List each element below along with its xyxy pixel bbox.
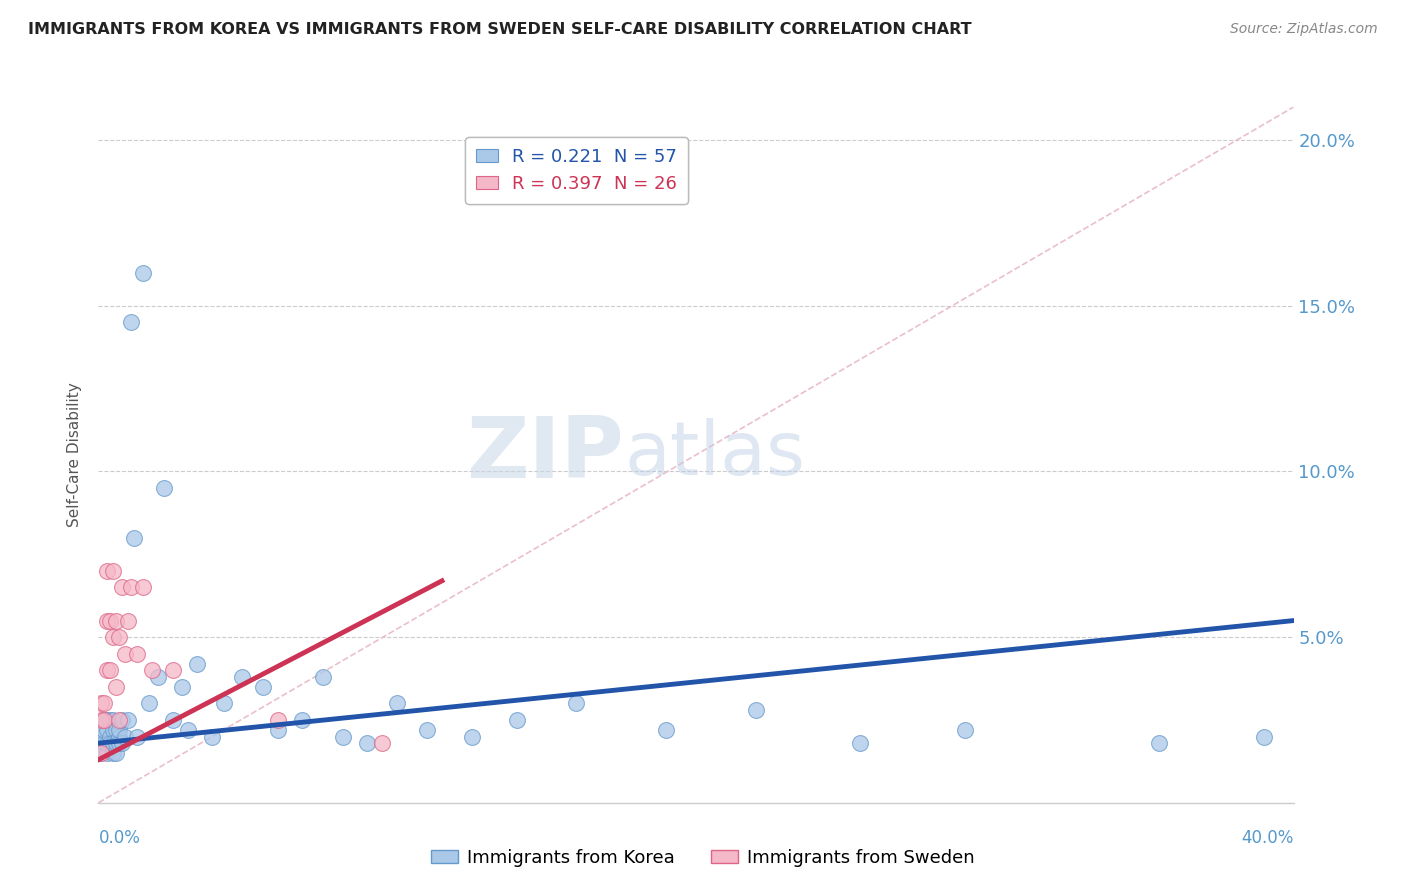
Point [132, 266, 155, 280]
Point [124, 531, 146, 545]
Point [849, 736, 872, 750]
Y-axis label: Self-Care Disability: Self-Care Disability [67, 383, 83, 527]
Point [90, 730, 112, 744]
Point [100, 663, 122, 677]
Point [105, 680, 128, 694]
Point [103, 564, 125, 578]
Point [93, 713, 115, 727]
Point [127, 730, 149, 744]
Point [96, 723, 118, 737]
Point [96, 736, 118, 750]
Point [186, 657, 208, 671]
Text: Source: ZipAtlas.com: Source: ZipAtlas.com [1230, 22, 1378, 37]
Point [90, 713, 112, 727]
Point [953, 723, 976, 737]
Point [114, 647, 136, 661]
Point [148, 670, 170, 684]
Point [103, 713, 125, 727]
Point [162, 663, 184, 677]
Point [100, 713, 122, 727]
Point [416, 723, 439, 737]
Point [111, 581, 134, 595]
Point [103, 736, 125, 750]
Text: IMMIGRANTS FROM KOREA VS IMMIGRANTS FROM SWEDEN SELF-CARE DISABILITY CORRELATION: IMMIGRANTS FROM KOREA VS IMMIGRANTS FROM… [28, 22, 972, 37]
Point [93, 713, 115, 727]
Point [267, 723, 290, 737]
Legend: R = 0.221  N = 57, R = 0.397  N = 26: R = 0.221 N = 57, R = 0.397 N = 26 [465, 137, 688, 203]
Point [153, 481, 176, 495]
Text: atlas: atlas [624, 418, 806, 491]
Point [103, 630, 125, 644]
Point [267, 713, 290, 727]
Point [385, 697, 409, 711]
Point [90, 746, 112, 760]
Point [201, 730, 224, 744]
Point [1147, 736, 1170, 750]
Point [93, 723, 115, 737]
Point [132, 581, 155, 595]
Point [100, 736, 122, 750]
Point [117, 614, 139, 628]
Point [90, 697, 112, 711]
Point [745, 703, 768, 717]
Point [90, 746, 112, 760]
Point [93, 697, 115, 711]
Point [100, 614, 122, 628]
Point [141, 663, 163, 677]
Point [162, 713, 184, 727]
Point [105, 614, 128, 628]
Point [506, 713, 529, 727]
Point [461, 730, 484, 744]
Point [1253, 730, 1275, 744]
Point [127, 647, 149, 661]
Point [565, 697, 588, 711]
Point [96, 564, 118, 578]
Point [96, 614, 118, 628]
Point [655, 723, 678, 737]
Point [177, 723, 200, 737]
Point [103, 746, 125, 760]
Point [105, 746, 128, 760]
Point [252, 680, 274, 694]
Point [103, 723, 125, 737]
Point [117, 713, 139, 727]
Point [93, 736, 115, 750]
Text: 0.0%: 0.0% [98, 829, 141, 847]
Point [212, 697, 235, 711]
Point [108, 713, 131, 727]
Point [111, 713, 134, 727]
Point [291, 713, 314, 727]
Point [172, 680, 194, 694]
Point [108, 630, 131, 644]
Point [96, 663, 118, 677]
Point [100, 730, 122, 744]
Point [231, 670, 253, 684]
Legend: Immigrants from Korea, Immigrants from Sweden: Immigrants from Korea, Immigrants from S… [425, 842, 981, 874]
Point [356, 736, 378, 750]
Point [371, 736, 394, 750]
Point [120, 315, 142, 329]
Point [96, 746, 118, 760]
Point [332, 730, 354, 744]
Point [105, 736, 128, 750]
Point [105, 723, 128, 737]
Point [114, 730, 136, 744]
Point [96, 713, 118, 727]
Text: ZIP: ZIP [467, 413, 624, 497]
Point [108, 723, 131, 737]
Point [108, 730, 131, 744]
Point [111, 736, 134, 750]
Point [311, 670, 333, 684]
Point [120, 581, 142, 595]
Text: 40.0%: 40.0% [1241, 829, 1294, 847]
Point [108, 736, 131, 750]
Point [138, 697, 160, 711]
